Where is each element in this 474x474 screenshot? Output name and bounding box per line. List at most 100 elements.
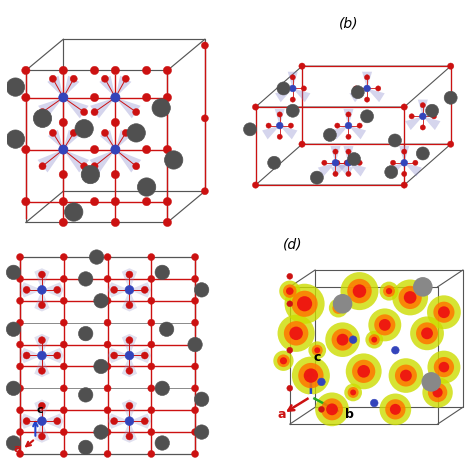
Polygon shape bbox=[336, 163, 353, 176]
Circle shape bbox=[38, 301, 46, 309]
Circle shape bbox=[163, 218, 172, 227]
Circle shape bbox=[401, 149, 407, 154]
Circle shape bbox=[111, 118, 119, 127]
Circle shape bbox=[201, 115, 209, 122]
Circle shape bbox=[346, 134, 351, 139]
Circle shape bbox=[244, 123, 256, 136]
Polygon shape bbox=[129, 348, 151, 363]
Circle shape bbox=[148, 254, 155, 261]
Circle shape bbox=[104, 407, 111, 414]
Circle shape bbox=[17, 319, 24, 326]
Circle shape bbox=[385, 165, 398, 179]
Circle shape bbox=[297, 296, 312, 311]
Circle shape bbox=[141, 418, 148, 425]
Circle shape bbox=[17, 385, 24, 392]
Polygon shape bbox=[129, 413, 151, 429]
Circle shape bbox=[104, 275, 111, 283]
Circle shape bbox=[59, 146, 67, 154]
Circle shape bbox=[125, 351, 134, 360]
Circle shape bbox=[191, 275, 199, 283]
Circle shape bbox=[39, 109, 46, 116]
Circle shape bbox=[413, 160, 418, 165]
Circle shape bbox=[283, 284, 297, 298]
Circle shape bbox=[94, 425, 108, 439]
Circle shape bbox=[401, 159, 408, 166]
Circle shape bbox=[6, 322, 21, 337]
Circle shape bbox=[17, 428, 24, 436]
Circle shape bbox=[290, 97, 295, 102]
Circle shape bbox=[143, 66, 151, 74]
Polygon shape bbox=[100, 130, 115, 150]
Polygon shape bbox=[48, 130, 64, 150]
Circle shape bbox=[289, 327, 303, 340]
Circle shape bbox=[75, 119, 93, 138]
Circle shape bbox=[286, 104, 299, 117]
Circle shape bbox=[365, 97, 370, 102]
Circle shape bbox=[410, 317, 444, 350]
Polygon shape bbox=[387, 163, 404, 176]
Polygon shape bbox=[129, 282, 151, 298]
Circle shape bbox=[188, 337, 202, 352]
Polygon shape bbox=[115, 130, 131, 150]
Circle shape bbox=[422, 377, 453, 408]
Polygon shape bbox=[108, 348, 129, 363]
Circle shape bbox=[276, 122, 283, 129]
Circle shape bbox=[159, 322, 174, 337]
Circle shape bbox=[38, 367, 46, 374]
Circle shape bbox=[38, 337, 46, 344]
Circle shape bbox=[59, 93, 68, 102]
Circle shape bbox=[333, 171, 338, 176]
Circle shape bbox=[91, 66, 99, 74]
Circle shape bbox=[304, 368, 318, 383]
Circle shape bbox=[143, 93, 151, 101]
Polygon shape bbox=[34, 268, 50, 290]
Circle shape bbox=[111, 66, 119, 74]
Circle shape bbox=[104, 319, 111, 326]
Circle shape bbox=[322, 160, 327, 165]
Circle shape bbox=[309, 341, 326, 359]
Circle shape bbox=[194, 283, 209, 297]
Circle shape bbox=[104, 363, 111, 370]
Polygon shape bbox=[399, 146, 409, 163]
Circle shape bbox=[60, 450, 67, 457]
Circle shape bbox=[325, 322, 360, 357]
Circle shape bbox=[299, 63, 305, 69]
Circle shape bbox=[133, 109, 140, 116]
Circle shape bbox=[91, 93, 99, 101]
Circle shape bbox=[383, 285, 395, 297]
Circle shape bbox=[37, 417, 46, 426]
Circle shape bbox=[125, 417, 134, 426]
Text: (d): (d) bbox=[283, 237, 303, 251]
Circle shape bbox=[191, 385, 199, 392]
Circle shape bbox=[60, 428, 67, 436]
Circle shape bbox=[346, 112, 351, 117]
Circle shape bbox=[163, 93, 172, 101]
Circle shape bbox=[59, 170, 67, 179]
Circle shape bbox=[309, 394, 313, 399]
Circle shape bbox=[318, 378, 325, 386]
Circle shape bbox=[126, 433, 133, 440]
Circle shape bbox=[332, 302, 344, 314]
Circle shape bbox=[444, 91, 457, 104]
Circle shape bbox=[111, 218, 119, 227]
Circle shape bbox=[79, 388, 93, 402]
Circle shape bbox=[438, 306, 450, 318]
Circle shape bbox=[70, 75, 77, 82]
Circle shape bbox=[148, 319, 155, 326]
Circle shape bbox=[434, 357, 454, 377]
Circle shape bbox=[152, 99, 170, 117]
Polygon shape bbox=[288, 72, 298, 89]
Polygon shape bbox=[20, 282, 42, 298]
Circle shape bbox=[279, 281, 301, 301]
Circle shape bbox=[385, 399, 405, 419]
Circle shape bbox=[127, 124, 146, 142]
Circle shape bbox=[268, 156, 281, 169]
Polygon shape bbox=[331, 163, 348, 176]
Circle shape bbox=[37, 285, 46, 294]
Circle shape bbox=[201, 188, 209, 195]
Circle shape bbox=[126, 301, 133, 309]
Circle shape bbox=[332, 328, 354, 351]
Circle shape bbox=[361, 110, 374, 123]
Polygon shape bbox=[64, 130, 79, 150]
Circle shape bbox=[54, 286, 61, 293]
